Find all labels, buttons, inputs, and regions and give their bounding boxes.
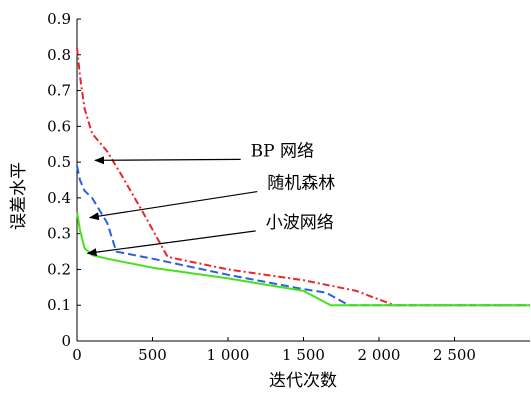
x-tick-label: 2 500	[433, 346, 476, 364]
annotation-arrow-2	[88, 190, 258, 221]
annotation-label-3: 小波网络	[266, 213, 334, 233]
y-tick-label: 0.8	[47, 46, 71, 64]
y-tick-label: 0.7	[47, 82, 71, 100]
annotation-label-1: BP 网络	[251, 141, 314, 161]
x-tick-label: 1 000	[207, 346, 250, 364]
plot-area: 0 500 1 000 1 500 2 000 2 500 0 0.1 0.2 0.3 0.4 0.…	[47, 10, 530, 364]
y-tick-label: 0.5	[47, 153, 71, 171]
x-tick-label: 0	[72, 346, 82, 364]
y-tick-label: 0.6	[47, 117, 71, 135]
series-line-3	[76, 212, 530, 307]
y-tick-label: 0	[61, 332, 71, 350]
x-tick-label: 1 500	[282, 346, 325, 364]
y-tick-label: 0.3	[47, 225, 71, 243]
y-tick-label: 0.9	[47, 10, 71, 28]
series-layer	[76, 47, 530, 307]
y-axis-title: 误差水平	[9, 162, 29, 230]
x-axis-title: 迭代次数	[269, 371, 337, 391]
series-line-2	[76, 165, 530, 307]
y-tick-label: 0.2	[47, 260, 71, 278]
y-tick-label: 0.1	[47, 296, 71, 314]
y-tick-label: 0.4	[47, 189, 71, 207]
annotation-arrow-1	[94, 156, 241, 165]
x-ticks: 0 500 1 000 1 500 2 000 2 500	[72, 337, 476, 364]
x-tick-label: 500	[138, 346, 167, 364]
x-tick-label: 2 000	[358, 346, 401, 364]
annotation-arrow-3	[86, 230, 256, 257]
annotation-label-2: 随机森林	[267, 174, 335, 194]
series-line-1	[76, 47, 530, 307]
y-ticks: 0 0.1 0.2 0.3 0.4 0.5 0.6 0.7 0.8 0.9	[47, 10, 81, 350]
